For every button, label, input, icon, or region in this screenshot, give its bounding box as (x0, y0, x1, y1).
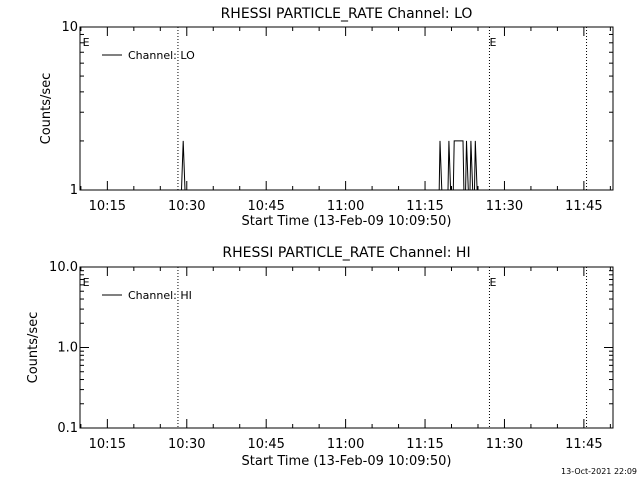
legend-entry: Channel: HI (128, 289, 192, 302)
x-axis-label: Start Time (13-Feb-09 10:09:50) (242, 454, 452, 469)
x-tick-label: 11:45 (565, 437, 602, 452)
y-tick-label: 1 (70, 183, 78, 198)
marker-label: E (83, 276, 90, 289)
x-tick-label: 10:15 (89, 437, 126, 452)
x-tick-label: 11:30 (486, 199, 523, 214)
chart-panel-lo: RHESSI PARTICLE_RATE Channel: LO 1 10 Count… (39, 6, 614, 229)
y-tick-label: 10 (61, 20, 78, 35)
x-axis-label: Start Time (13-Feb-09 10:09:50) (242, 214, 452, 229)
chart-panel-hi: RHESSI PARTICLE_RATE Channel: HI 0.1 1.0 10… (26, 245, 614, 469)
x-tick-label: 10:30 (168, 437, 205, 452)
y-tick-label: 10.0 (49, 260, 78, 275)
x-tick-label: 10:45 (247, 437, 284, 452)
x-tick-label: 11:00 (327, 437, 364, 452)
footer-timestamp: 13-Oct-2021 22:09 (561, 467, 637, 476)
x-tick-label: 10:45 (247, 199, 284, 214)
y-tick-label: 1.0 (57, 341, 78, 356)
x-tick-label: 11:30 (486, 437, 523, 452)
x-tick-label: 10:30 (168, 199, 205, 214)
x-tick-label: 11:45 (565, 199, 602, 214)
x-tick-label: 11:00 (327, 199, 364, 214)
marker-label: E (83, 36, 90, 49)
x-tick-label: 10:15 (89, 199, 126, 214)
x-tick-label: 11:15 (406, 199, 443, 214)
legend-entry: Channel: LO (128, 49, 195, 62)
chart-title: RHESSI PARTICLE_RATE Channel: HI (222, 245, 470, 261)
y-axis-label: Counts/sec (39, 73, 54, 145)
y-axis-label: Counts/sec (26, 312, 41, 384)
y-tick-label: 0.1 (57, 421, 78, 436)
chart-title: RHESSI PARTICLE_RATE Channel: LO (221, 6, 473, 22)
series-line (181, 140, 478, 191)
x-tick-label: 11:15 (406, 437, 443, 452)
marker-label: E (489, 36, 496, 49)
marker-label: E (489, 276, 496, 289)
